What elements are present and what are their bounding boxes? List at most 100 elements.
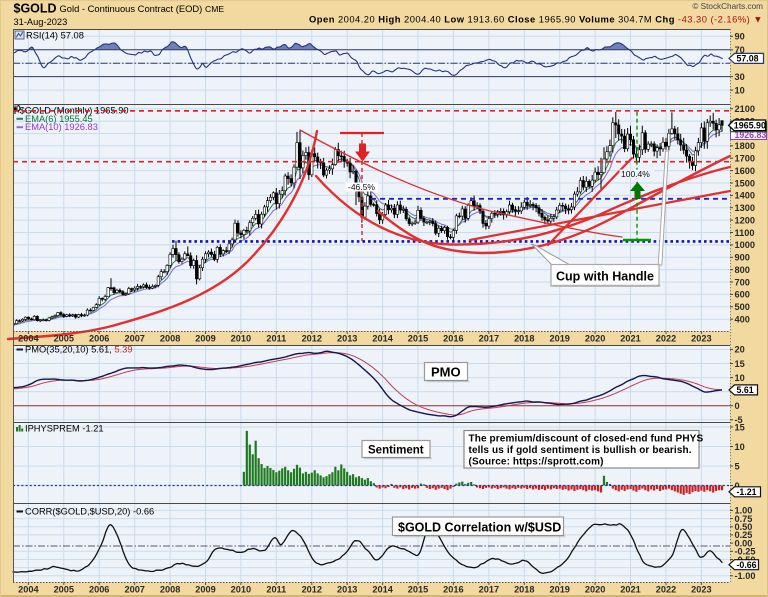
svg-text:2005: 2005 <box>54 334 74 344</box>
svg-text:PMO(35,20,10) 5.61, 5.39: PMO(35,20,10) 5.61, 5.39 <box>25 345 133 355</box>
svg-text:2006: 2006 <box>89 585 109 595</box>
svg-text:500: 500 <box>735 302 750 312</box>
svg-text:57.08: 57.08 <box>737 54 759 64</box>
svg-text:1600: 1600 <box>735 166 755 176</box>
svg-text:2004: 2004 <box>18 585 39 595</box>
svg-text:-46.5%: -46.5% <box>348 182 375 192</box>
svg-text:2016: 2016 <box>443 334 463 344</box>
svg-text:IPHYSPREM -1.21: IPHYSPREM -1.21 <box>25 424 104 434</box>
svg-text:10: 10 <box>735 442 745 452</box>
svg-text:1200: 1200 <box>735 215 755 225</box>
svg-text:2023: 2023 <box>691 334 711 344</box>
svg-text:0: 0 <box>735 481 740 491</box>
svg-text:2009: 2009 <box>195 585 215 595</box>
svg-text:EMA(6) 1955.45: EMA(6) 1955.45 <box>25 114 93 124</box>
svg-text:2019: 2019 <box>549 334 569 344</box>
svg-text:2010: 2010 <box>231 585 251 595</box>
svg-text:2015: 2015 <box>408 334 428 344</box>
svg-text:CORR($GOLD,$USD,20) -0.66: CORR($GOLD,$USD,20) -0.66 <box>25 507 154 517</box>
svg-text:0.00: 0.00 <box>735 538 753 548</box>
svg-text:2023: 2023 <box>691 585 711 595</box>
svg-text:-0.66: -0.66 <box>737 560 757 570</box>
svg-text:2012: 2012 <box>302 334 322 344</box>
svg-text:2006: 2006 <box>89 334 109 344</box>
svg-text:The premium/discount of closed: The premium/discount of closed-end fund … <box>469 434 704 445</box>
svg-text:2016: 2016 <box>443 585 463 595</box>
svg-text:600: 600 <box>735 290 750 300</box>
svg-text:2022: 2022 <box>656 334 676 344</box>
svg-text:2014: 2014 <box>372 334 393 344</box>
svg-text:2011: 2011 <box>266 585 286 595</box>
svg-text:31-Aug-2023: 31-Aug-2023 <box>14 17 68 27</box>
svg-text:Cup with Handle: Cup with Handle <box>556 270 654 284</box>
svg-text:$GOLD (Monthly) 1965.90: $GOLD (Monthly) 1965.90 <box>20 106 129 116</box>
svg-text:1300: 1300 <box>735 203 755 213</box>
svg-text:2012: 2012 <box>302 585 322 595</box>
svg-text:10: 10 <box>735 373 745 383</box>
svg-text:2021: 2021 <box>620 334 640 344</box>
svg-text:$GOLD Correlation w/$USD: $GOLD Correlation w/$USD <box>398 521 561 535</box>
svg-text:2018: 2018 <box>514 585 534 595</box>
svg-text:700: 700 <box>735 277 750 287</box>
svg-text:© StockCharts.com: © StockCharts.com <box>692 2 763 11</box>
svg-text:2007: 2007 <box>124 585 144 595</box>
svg-text:2100: 2100 <box>735 104 755 114</box>
svg-text:CME: CME <box>205 4 224 14</box>
svg-text:2013: 2013 <box>337 334 357 344</box>
svg-text:0.75: 0.75 <box>735 514 753 524</box>
svg-text:0.50: 0.50 <box>735 522 753 532</box>
svg-text:2021: 2021 <box>620 585 640 595</box>
svg-text:-0.25: -0.25 <box>735 547 756 557</box>
svg-text:2022: 2022 <box>656 585 676 595</box>
svg-text:20: 20 <box>735 345 745 355</box>
svg-text:-1.00: -1.00 <box>735 571 756 581</box>
svg-text:$GOLD: $GOLD <box>14 2 57 16</box>
svg-text:2004: 2004 <box>18 334 39 344</box>
svg-text:0: 0 <box>735 401 740 411</box>
svg-text:2011: 2011 <box>266 334 286 344</box>
svg-text:10: 10 <box>735 85 745 95</box>
svg-text:1926.83: 1926.83 <box>735 130 767 140</box>
svg-text:1800: 1800 <box>735 141 755 151</box>
svg-text:100.4%: 100.4% <box>621 169 650 179</box>
svg-text:1965.90: 1965.90 <box>734 121 766 131</box>
svg-text:0.25: 0.25 <box>735 530 753 540</box>
svg-text:2015: 2015 <box>408 585 428 595</box>
svg-text:2018: 2018 <box>514 334 534 344</box>
svg-text:800: 800 <box>735 265 750 275</box>
svg-text:90: 90 <box>735 32 745 42</box>
svg-text:2008: 2008 <box>160 585 180 595</box>
svg-text:2019: 2019 <box>549 585 569 595</box>
svg-text:400: 400 <box>735 315 750 325</box>
svg-text:1700: 1700 <box>735 154 755 164</box>
svg-text:5.61: 5.61 <box>737 385 754 395</box>
svg-text:2005: 2005 <box>54 585 74 595</box>
svg-text:2007: 2007 <box>124 334 144 344</box>
svg-text:1.00: 1.00 <box>735 506 753 516</box>
svg-text:RSI(14) 57.08: RSI(14) 57.08 <box>26 31 84 41</box>
svg-text:2013: 2013 <box>337 585 357 595</box>
svg-text:2020: 2020 <box>585 585 605 595</box>
svg-text:15: 15 <box>735 359 745 369</box>
svg-text:-5: -5 <box>735 415 743 425</box>
svg-text:EMA(10) 1926.83: EMA(10) 1926.83 <box>25 122 98 132</box>
svg-text:5: 5 <box>735 461 740 471</box>
svg-text:15: 15 <box>735 422 745 432</box>
svg-text:1500: 1500 <box>735 178 755 188</box>
svg-text:1000: 1000 <box>735 240 755 250</box>
svg-text:70: 70 <box>735 45 745 55</box>
svg-text:1400: 1400 <box>735 191 755 201</box>
svg-text:30: 30 <box>735 72 745 82</box>
svg-text:2010: 2010 <box>231 334 251 344</box>
svg-text:tells us if gold sentiment is: tells us if gold sentiment is bullish or… <box>469 445 692 456</box>
svg-text:1100: 1100 <box>735 228 755 238</box>
svg-text:900: 900 <box>735 253 750 263</box>
svg-text:-1.21: -1.21 <box>737 487 757 497</box>
svg-text:2020: 2020 <box>585 334 605 344</box>
svg-text:2017: 2017 <box>479 585 499 595</box>
svg-text:PMO: PMO <box>431 365 461 380</box>
svg-text:2014: 2014 <box>372 585 393 595</box>
svg-text:Gold - Continuous Contract (EO: Gold - Continuous Contract (EOD) <box>60 3 203 14</box>
svg-text:(Source: https://sprott.com): (Source: https://sprott.com) <box>469 457 604 468</box>
svg-text:2009: 2009 <box>195 334 215 344</box>
